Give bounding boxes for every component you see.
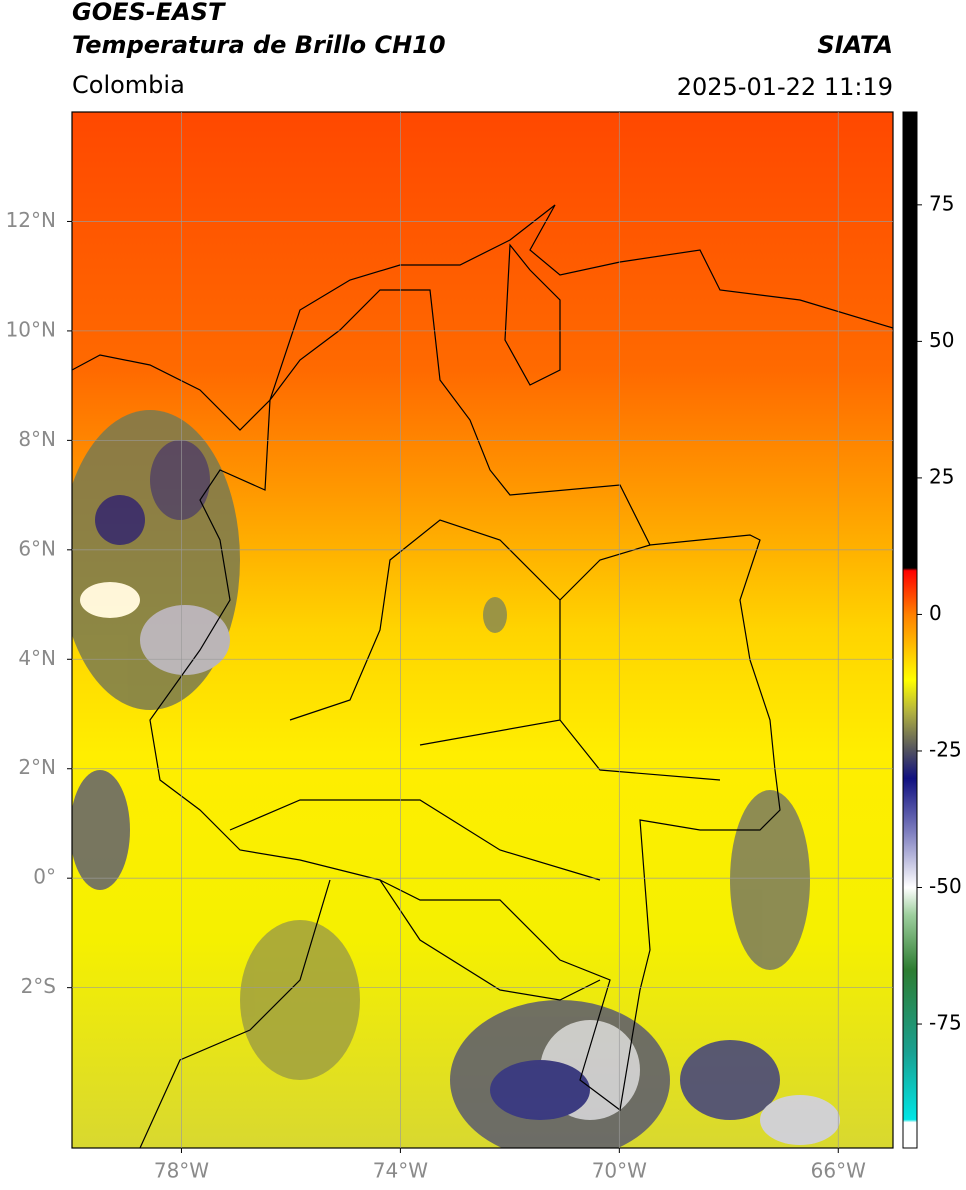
map-frame [71,111,894,1149]
x-tick-label: 78°W [154,1159,209,1183]
colorbar-tick-label: 25 [929,464,954,488]
x-tick-label: 74°W [373,1159,428,1183]
colorbar-tick-label: -50 [929,874,962,898]
colorbar-tick-label: 50 [929,328,954,352]
datetime: 2025-01-22 11:19 [677,73,893,101]
y-tick-label: 4°N [18,646,56,670]
y-tick-label: 12°N [6,208,56,232]
region: Colombia [72,71,185,99]
title: GOES-EAST [72,0,226,26]
colorbar-tick-label: -75 [929,1011,962,1035]
source: SIATA [817,31,893,59]
colorbar-tick-label: 75 [929,191,954,215]
borders [72,204,893,1148]
y-tick-label: 8°N [18,427,56,451]
x-tick-label: 70°W [592,1159,647,1183]
subtitle: Temperatura de Brillo CH10 [72,31,446,59]
y-tick-label: 10°N [6,317,56,341]
map-image [72,112,893,1148]
y-tick-label: 6°N [18,536,56,560]
grid [72,112,893,1148]
y-tick-label: 0° [33,865,56,889]
x-tick-label: 66°W [811,1159,866,1183]
y-tick-label: 2°N [18,755,56,779]
colorbar-tick-label: -25 [929,737,962,761]
cloud-blobs [72,410,840,1148]
colorbar-tick-label: 0 [929,601,942,625]
colorbar [902,111,918,1149]
y-tick-label: 2°S [21,974,56,998]
